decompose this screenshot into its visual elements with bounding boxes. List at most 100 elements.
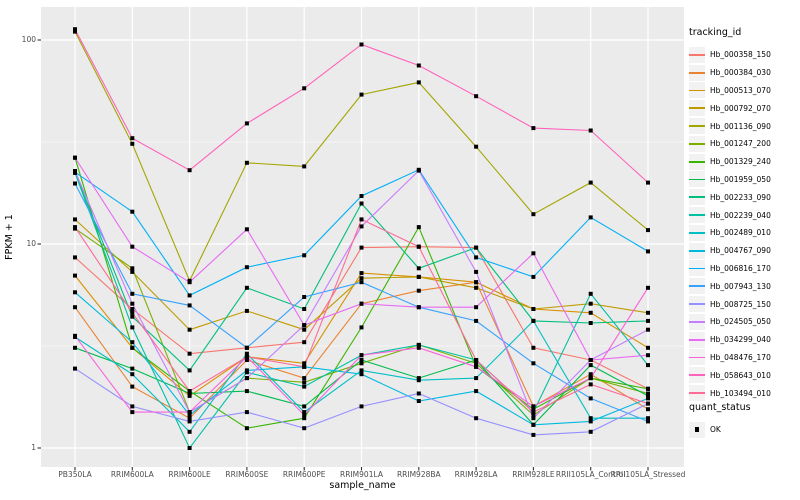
y-tick-label: 10 bbox=[26, 239, 36, 248]
legend-line-swatch bbox=[689, 285, 705, 288]
data-point bbox=[531, 126, 536, 131]
data-point bbox=[531, 416, 536, 421]
data-point bbox=[588, 372, 593, 377]
legend-item-label: Hb_001959_050 bbox=[710, 174, 771, 184]
data-point bbox=[416, 244, 421, 249]
data-point bbox=[244, 426, 249, 431]
legend-line-swatch bbox=[689, 196, 705, 199]
data-point bbox=[588, 376, 593, 381]
data-point bbox=[187, 389, 192, 394]
legend-key bbox=[689, 153, 705, 170]
data-point bbox=[302, 327, 307, 332]
x-tick-label: RRIM928LE bbox=[512, 470, 555, 479]
x-axis-title: sample_name bbox=[329, 480, 396, 491]
data-point bbox=[130, 345, 135, 350]
legend-item: Hb_000513_070 bbox=[689, 82, 771, 100]
data-point bbox=[474, 358, 479, 362]
data-point bbox=[531, 410, 536, 415]
data-point bbox=[187, 368, 192, 373]
legend-key bbox=[689, 296, 705, 313]
black-square-point-icon bbox=[694, 427, 700, 433]
data-point bbox=[302, 307, 307, 311]
data-point bbox=[187, 410, 192, 415]
data-point bbox=[73, 305, 77, 310]
data-point bbox=[130, 404, 135, 409]
panel-background bbox=[41, 7, 684, 467]
legend-item: Hb_002233_090 bbox=[689, 188, 771, 206]
data-point bbox=[474, 305, 479, 310]
x-tick-label: RRIM928LA bbox=[454, 470, 498, 479]
data-point bbox=[474, 318, 479, 323]
x-tick-label: PB350LA bbox=[58, 470, 92, 479]
x-tick-label: RRIM600PE bbox=[282, 470, 326, 479]
legend-item: Hb_000792_070 bbox=[689, 99, 771, 117]
data-point bbox=[474, 144, 479, 149]
data-point bbox=[416, 288, 421, 293]
data-point bbox=[588, 291, 593, 296]
data-point bbox=[187, 391, 192, 396]
data-point bbox=[302, 340, 307, 345]
data-point bbox=[130, 410, 135, 415]
data-point bbox=[187, 413, 192, 418]
data-point bbox=[244, 410, 249, 415]
data-point bbox=[416, 345, 421, 350]
data-point bbox=[474, 245, 479, 250]
legend-line-swatch bbox=[689, 107, 705, 110]
legend-item: Hb_001247_200 bbox=[689, 135, 771, 153]
legend-item-label: Hb_001247_200 bbox=[710, 139, 771, 149]
legend-item-label: Hb_048476_170 bbox=[710, 352, 771, 362]
legend-item-label: Hb_103494_010 bbox=[710, 388, 771, 398]
data-point bbox=[359, 92, 364, 97]
data-point bbox=[302, 323, 307, 328]
data-point bbox=[302, 361, 307, 366]
legend-item: Hb_048476_170 bbox=[689, 349, 771, 367]
data-point bbox=[646, 318, 650, 323]
x-tick-label: RRIM600LA bbox=[110, 470, 154, 479]
data-point bbox=[187, 446, 192, 450]
data-point bbox=[302, 426, 307, 431]
legend-title: tracking_id bbox=[689, 27, 742, 38]
data-point bbox=[130, 314, 135, 319]
data-point bbox=[416, 342, 421, 347]
data-point bbox=[474, 280, 479, 285]
data-point bbox=[359, 325, 364, 330]
data-point bbox=[244, 351, 249, 356]
data-point bbox=[531, 307, 536, 311]
data-point bbox=[187, 429, 192, 434]
data-point bbox=[359, 372, 364, 377]
data-point bbox=[73, 273, 77, 278]
data-point bbox=[646, 228, 650, 233]
data-point bbox=[474, 364, 479, 369]
data-point bbox=[244, 368, 249, 373]
data-point bbox=[416, 391, 421, 396]
data-point bbox=[588, 215, 593, 220]
data-point bbox=[187, 280, 192, 285]
data-point bbox=[359, 276, 364, 281]
data-point bbox=[130, 307, 135, 311]
legend-item-label: Hb_002489_010 bbox=[710, 228, 771, 238]
legend-item: Hb_002239_040 bbox=[689, 206, 771, 224]
data-point bbox=[588, 429, 593, 434]
data-point bbox=[130, 366, 135, 371]
legend-tracking-id: tracking_id Hb_000358_150 Hb_000384_030 Hb… bbox=[689, 27, 771, 402]
legend-line-swatch bbox=[689, 321, 705, 323]
data-point bbox=[646, 396, 650, 401]
data-point bbox=[244, 308, 249, 313]
data-point bbox=[244, 345, 249, 350]
data-point bbox=[588, 363, 593, 368]
data-point bbox=[359, 368, 364, 373]
data-point bbox=[531, 345, 536, 350]
data-point bbox=[474, 94, 479, 99]
data-point bbox=[130, 384, 135, 389]
data-point bbox=[646, 407, 650, 412]
data-point bbox=[588, 128, 593, 133]
legend-item-label: Hb_006816_170 bbox=[710, 263, 771, 273]
legend-key bbox=[689, 331, 705, 348]
data-point bbox=[244, 227, 249, 232]
data-point bbox=[359, 245, 364, 250]
data-point bbox=[73, 366, 77, 371]
data-point bbox=[416, 376, 421, 381]
data-point bbox=[130, 136, 135, 141]
data-point bbox=[474, 416, 479, 421]
data-point bbox=[474, 389, 479, 394]
